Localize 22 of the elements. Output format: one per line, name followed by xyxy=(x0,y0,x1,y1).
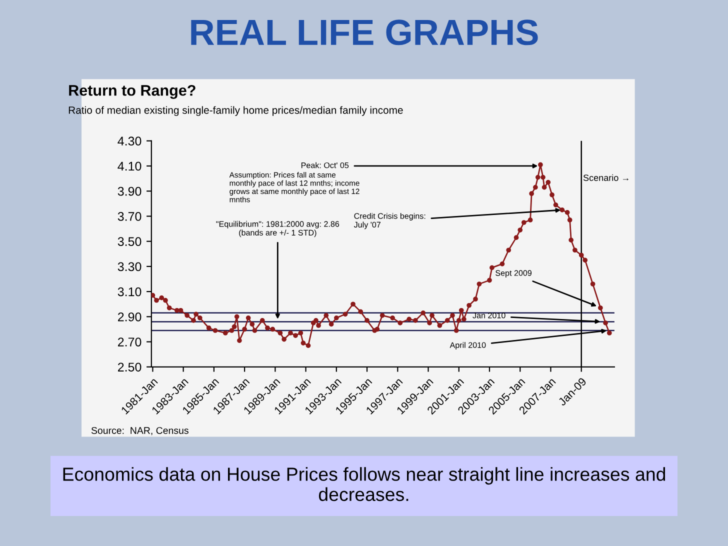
y-tick-label: 3.10 xyxy=(118,287,142,296)
text: REAL LIFE GRAPHS xyxy=(191,20,538,46)
annotation: Sept 2009 xyxy=(496,270,532,278)
source-note: Source: NAR, Census xyxy=(91,427,188,436)
y-tick-label: 3.50 xyxy=(118,237,142,246)
annotation: Jan 2010 xyxy=(472,312,506,318)
y-tick-label: 2.90 xyxy=(118,312,142,322)
annotation: "Equilibrium": 1981:2000 avg: 2.86 (bands are +/- 1 STD) xyxy=(216,220,340,238)
ref-line-label: Scenario → xyxy=(583,174,628,181)
y-tick-label: 3.90 xyxy=(118,186,142,196)
y-tick-label: 3.30 xyxy=(118,262,142,272)
annotation: Peak: Oct' 05 xyxy=(301,162,349,168)
chart-title: Return to Range? xyxy=(69,84,196,99)
y-tick-label: 3.70 xyxy=(118,212,142,221)
text: Economics data on House Prices follows near straight line increases and decreases. xyxy=(63,467,666,502)
y-tick-label: 2.50 xyxy=(118,362,142,372)
y-tick-label: 2.70 xyxy=(118,338,142,346)
annotation: Credit Crisis begins: July '07 xyxy=(354,212,426,230)
chart-subtitle: Ratio of median existing single-family home prices/median family income xyxy=(68,106,403,116)
annotation: April 2010 xyxy=(450,342,486,350)
y-tick-label: 4.10 xyxy=(118,162,142,171)
y-tick-label: 4.30 xyxy=(118,136,142,146)
